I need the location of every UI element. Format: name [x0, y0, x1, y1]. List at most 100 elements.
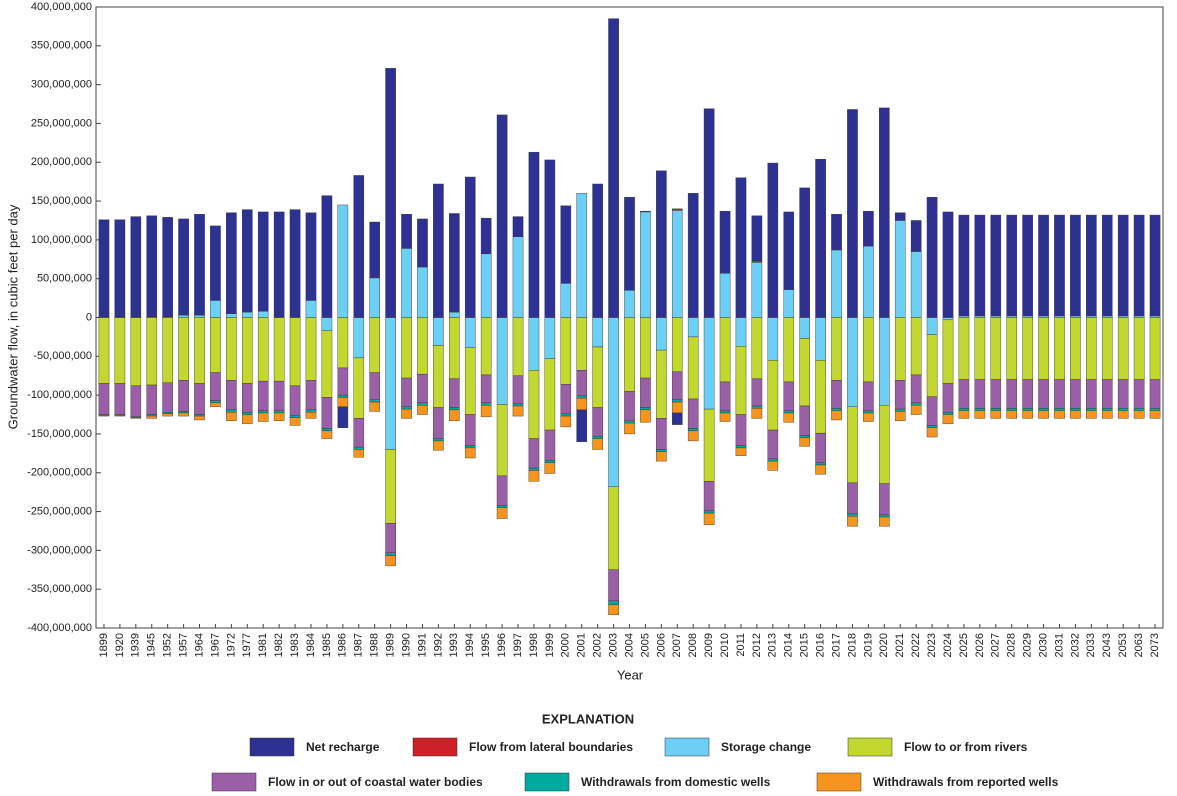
bar-segment [241, 412, 253, 415]
bar-segment [751, 260, 763, 263]
x-tick-label: 2013 [767, 633, 779, 657]
bar-segment [608, 317, 619, 487]
bar-segment [592, 317, 603, 348]
bar-segment [433, 317, 444, 346]
bar-segment [815, 464, 826, 475]
bar-segment [146, 317, 158, 386]
bar-segment [576, 409, 588, 442]
bar-segment [671, 399, 683, 403]
bar-segment [671, 317, 683, 373]
bar-segment [910, 317, 922, 376]
bar-segment [385, 449, 396, 524]
bar-segment [926, 427, 938, 438]
bar-segment [703, 108, 715, 318]
x-tick-label: 2016 [815, 633, 827, 657]
bar-segment [894, 380, 906, 410]
bar-segment [114, 219, 126, 318]
bar-segment [528, 151, 540, 318]
bar-segment [576, 317, 588, 371]
bar-segment [178, 412, 189, 417]
bar-segment [751, 317, 763, 380]
bar-segment [879, 405, 890, 484]
bar-segment [624, 290, 635, 318]
x-tick-label: 2032 [1069, 633, 1081, 657]
bar-segment [863, 317, 874, 383]
bar-segment [162, 382, 173, 413]
bar-segment [162, 412, 173, 414]
x-tick-label: 2028 [1006, 633, 1018, 657]
x-tick-label: 2002 [592, 633, 604, 657]
bar-segment [98, 415, 110, 417]
bar-segment [1006, 317, 1018, 380]
bar-segment [496, 475, 508, 506]
bar-segment [1038, 315, 1049, 318]
bar-segment [926, 396, 938, 426]
bar-segment [1149, 214, 1161, 317]
bar-segment [1117, 410, 1129, 419]
y-tick-label: 300,000,000 [31, 79, 92, 91]
legend-label: Withdrawals from reported wells [873, 775, 1059, 789]
x-tick-label: 2005 [639, 633, 651, 657]
bar-segment [353, 446, 365, 450]
bar-segment [194, 314, 205, 318]
bar-segment [910, 220, 922, 252]
bar-segment [194, 415, 205, 421]
bar-segment [576, 370, 588, 397]
bar-segment [130, 417, 142, 419]
bar-segment [480, 402, 492, 406]
x-tick-label: 1996 [496, 633, 508, 657]
bar-segment [401, 408, 412, 419]
bar-segment [544, 462, 556, 474]
bar-segment [863, 412, 874, 422]
bar-segment [942, 414, 954, 425]
bar-segment [863, 210, 874, 247]
bar-segment [480, 317, 492, 376]
bar-segment [1101, 410, 1113, 419]
bar-segment [1006, 315, 1018, 318]
bar-segment [226, 313, 237, 318]
bar-segment [1117, 315, 1129, 318]
bar-segment [257, 211, 269, 312]
bar-segment [496, 114, 508, 318]
bar-segment [671, 371, 683, 400]
bar-segment [1086, 410, 1097, 419]
bar-segment [640, 407, 651, 411]
bar-segment [178, 314, 189, 318]
bar-segment [241, 383, 253, 413]
bar-segment [480, 253, 492, 318]
bar-segment [767, 460, 779, 471]
bar-segment [592, 438, 603, 450]
bar-segment [194, 383, 205, 415]
bar-segment [544, 358, 556, 431]
x-tick-label: 1981 [257, 633, 269, 657]
x-tick-label: 2025 [958, 633, 970, 657]
bar-segment [958, 410, 970, 419]
bar-segment [735, 177, 747, 318]
bar-segment [353, 449, 365, 458]
bar-segment [942, 319, 954, 384]
bar-segment [1101, 379, 1113, 409]
x-tick-label: 1992 [432, 633, 444, 657]
y-tick-label: -300,000,000 [27, 544, 92, 556]
bar-segment [1101, 408, 1113, 411]
y-tick-label: -100,000,000 [27, 389, 92, 401]
bar-segment [512, 405, 524, 417]
bar-segment [449, 317, 460, 380]
bar-segment [162, 217, 173, 317]
bar-segment [512, 403, 524, 407]
bar-segment [353, 317, 365, 359]
bar-segment [863, 410, 874, 414]
bar-segment [1133, 410, 1145, 419]
bar-segment [703, 512, 715, 525]
x-tick-label: 1964 [193, 633, 205, 657]
bar-segment [560, 413, 572, 417]
bar-segment [305, 412, 317, 419]
x-tick-label: 2021 [894, 633, 906, 657]
bar-segment [592, 407, 603, 437]
bar-segment [98, 219, 110, 318]
bar-segment [257, 311, 269, 318]
x-tick-label: 1920 [114, 633, 126, 657]
x-tick-label: 1986 [337, 633, 349, 657]
bar-segment [1054, 317, 1065, 380]
bar-segment [1054, 408, 1065, 411]
